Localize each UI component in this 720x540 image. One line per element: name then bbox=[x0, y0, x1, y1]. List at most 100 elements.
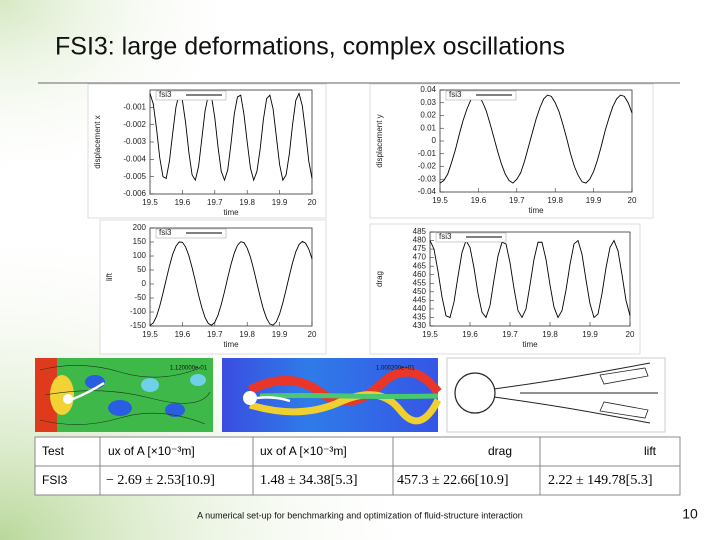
x-tick-label: 20 bbox=[626, 330, 635, 339]
table-header: drag bbox=[488, 444, 512, 458]
y-tick-label: -0.02 bbox=[418, 162, 437, 171]
x-axis-label: time bbox=[223, 340, 239, 349]
legend-label: fsi3 bbox=[439, 232, 452, 241]
y-tick-label: -150 bbox=[130, 321, 147, 330]
y-axis-label: drag bbox=[375, 271, 384, 287]
y-tick-label: -50 bbox=[134, 293, 146, 302]
data-line bbox=[149, 92, 313, 182]
x-tick-label: 19.6 bbox=[175, 330, 191, 339]
x-axis-label: time bbox=[522, 340, 538, 349]
y-tick-label: 150 bbox=[133, 237, 147, 246]
x-tick-label: 19.8 bbox=[239, 330, 255, 339]
legend-box bbox=[155, 90, 227, 101]
y-tick-label: -0.04 bbox=[418, 187, 437, 196]
table-header: ux of A [×10⁻³m] bbox=[108, 444, 195, 458]
x-tick-label: 20 bbox=[308, 330, 317, 339]
x-tick-label: 19.9 bbox=[272, 330, 288, 339]
x-tick-label: 19.8 bbox=[542, 330, 558, 339]
legend-box bbox=[435, 232, 507, 243]
legend-box bbox=[445, 90, 517, 101]
plot-frame bbox=[429, 231, 631, 327]
y-tick-label: 430 bbox=[413, 321, 427, 330]
y-tick-label: 440 bbox=[413, 304, 427, 313]
table-cell: 1.48 ± 34.38[5.3] bbox=[260, 473, 358, 488]
x-tick-label: 19.9 bbox=[582, 330, 598, 339]
y-tick-label: -0.003 bbox=[123, 137, 146, 146]
legend-box bbox=[155, 228, 227, 239]
x-tick-label: 19.8 bbox=[547, 196, 563, 205]
table-header: Test bbox=[42, 444, 65, 458]
data-line bbox=[149, 240, 313, 326]
data-line bbox=[429, 239, 631, 319]
y-tick-label: 0.01 bbox=[420, 123, 436, 132]
y-tick-label: 475 bbox=[413, 244, 427, 253]
table-header: ux of A [×10⁻³m] bbox=[260, 444, 347, 458]
y-tick-label: 480 bbox=[413, 236, 427, 245]
x-tick-label: 19.5 bbox=[142, 198, 158, 207]
y-tick-label: 445 bbox=[413, 295, 427, 304]
x-tick-label: 19.5 bbox=[142, 330, 158, 339]
y-axis-label: displacement x bbox=[93, 115, 102, 168]
legend-label: fsi3 bbox=[159, 228, 172, 237]
page-number: 10 bbox=[682, 506, 698, 522]
y-tick-label: -0.001 bbox=[123, 102, 146, 111]
y-tick-label: 0 bbox=[432, 136, 437, 145]
y-tick-label: 200 bbox=[133, 223, 147, 232]
x-tick-label: 19.6 bbox=[175, 198, 191, 207]
y-tick-label: -0.004 bbox=[123, 154, 146, 163]
image-label: 1.120000e-01 bbox=[170, 366, 208, 372]
x-tick-label: 19.6 bbox=[462, 330, 478, 339]
results-table bbox=[34, 436, 681, 496]
chart-panel bbox=[99, 219, 327, 355]
y-axis-label: lift bbox=[105, 272, 114, 281]
y-tick-label: -0.006 bbox=[123, 189, 146, 198]
x-tick-label: 19.7 bbox=[509, 196, 525, 205]
chart-panel bbox=[369, 223, 641, 355]
y-tick-label: -100 bbox=[130, 307, 147, 316]
y-tick-label: -0.03 bbox=[418, 174, 437, 183]
legend-label: fsi3 bbox=[159, 90, 172, 99]
y-tick-label: -0.005 bbox=[123, 172, 146, 181]
y-axis-label: displacement y bbox=[375, 114, 384, 167]
y-tick-label: 0.03 bbox=[420, 98, 436, 107]
y-tick-label: 455 bbox=[413, 278, 427, 287]
x-tick-label: 20 bbox=[628, 196, 637, 205]
geometry-image bbox=[446, 357, 666, 433]
x-axis-label: time bbox=[223, 208, 239, 217]
table-header: lift bbox=[644, 444, 657, 458]
chart: -0.04 -0.03 -0.02 -0.01 0 0.01 0.02 0.03 0.04 19.… bbox=[369, 83, 654, 219]
y-tick-label: 0 bbox=[142, 279, 147, 288]
chart-panel bbox=[369, 83, 654, 219]
y-tick-label: 450 bbox=[413, 287, 427, 296]
chart-panel bbox=[87, 83, 327, 219]
x-tick-label: 19.9 bbox=[272, 198, 288, 207]
x-axis-label: time bbox=[528, 206, 544, 215]
y-tick-label: 100 bbox=[133, 251, 147, 260]
y-tick-label: 465 bbox=[413, 261, 427, 270]
y-tick-label: 485 bbox=[413, 227, 427, 236]
x-tick-label: 19.6 bbox=[471, 196, 487, 205]
chart: -150 -100 -50 0 50 100 150 200 19.5 19.6 19.7 19.8 1… bbox=[99, 219, 327, 355]
image-label: 1.000200e+01 bbox=[376, 366, 415, 372]
x-tick-label: 19.7 bbox=[207, 198, 223, 207]
y-tick-label: -0.01 bbox=[418, 149, 437, 158]
y-tick-label: 0.02 bbox=[420, 111, 436, 120]
legend-label: fsi3 bbox=[449, 90, 462, 99]
y-tick-label: 470 bbox=[413, 253, 427, 262]
y-tick-label: 460 bbox=[413, 270, 427, 279]
footer: A numerical set-up for benchmarking and … bbox=[197, 510, 523, 520]
table-cell: − 2.69 ± 2.53[10.9] bbox=[106, 473, 215, 488]
x-tick-label: 19.5 bbox=[422, 330, 438, 339]
slide-title: FSI3: large deformations, complex oscill… bbox=[55, 33, 565, 61]
y-tick-label: -0.002 bbox=[123, 120, 146, 129]
table-cell: 457.3 ± 22.66[10.9] bbox=[397, 473, 509, 488]
x-tick-label: 19.9 bbox=[586, 196, 602, 205]
table-cell: 2.22 ± 149.78[5.3] bbox=[548, 473, 653, 488]
table-cell: FSI3 bbox=[42, 473, 68, 487]
flow-image-middle bbox=[222, 358, 442, 432]
y-tick-label: 50 bbox=[137, 265, 146, 274]
y-tick-label: 435 bbox=[413, 313, 427, 322]
x-tick-label: 19.7 bbox=[502, 330, 518, 339]
